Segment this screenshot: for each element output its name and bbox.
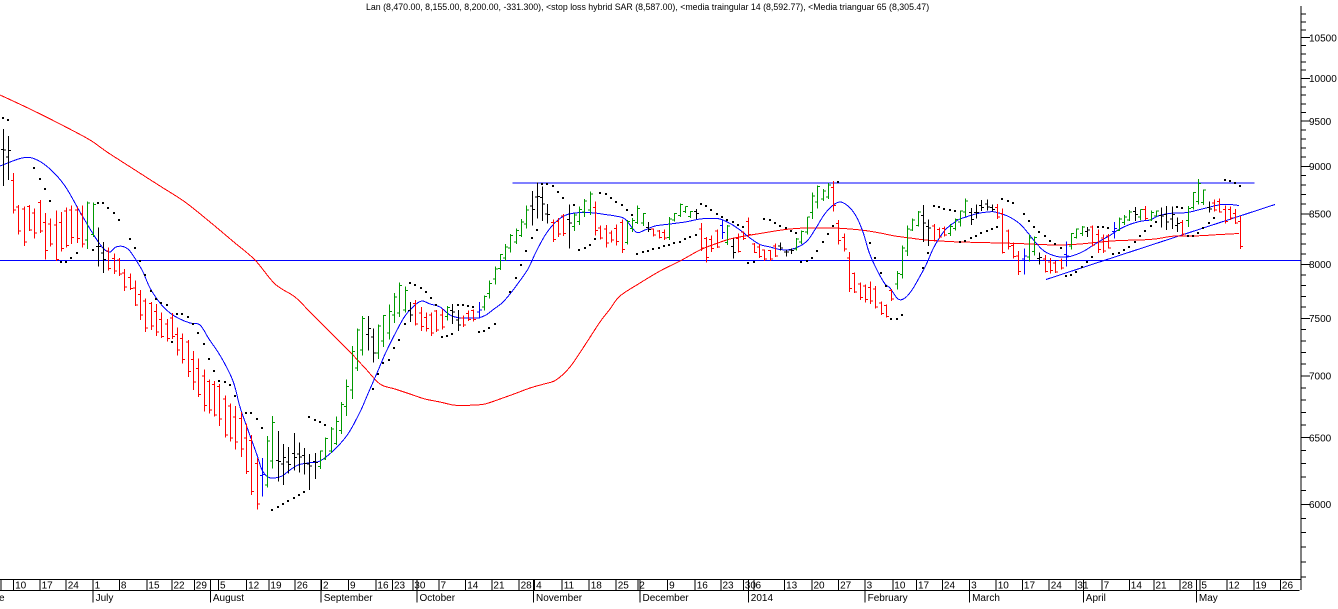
svg-text:7000: 7000: [1309, 372, 1332, 383]
svg-text:3: 3: [971, 581, 977, 592]
svg-text:9: 9: [669, 581, 675, 592]
svg-text:10: 10: [998, 581, 1010, 592]
svg-text:10000: 10000: [1309, 74, 1337, 85]
svg-text:9: 9: [350, 581, 356, 592]
svg-text:14: 14: [1131, 581, 1143, 592]
svg-text:8: 8: [121, 581, 127, 592]
svg-text:28: 28: [1182, 581, 1194, 592]
svg-text:17: 17: [918, 581, 930, 592]
svg-text:31: 31: [1077, 581, 1089, 592]
svg-text:2: 2: [323, 581, 329, 592]
svg-text:16: 16: [697, 581, 709, 592]
svg-text:7: 7: [1104, 581, 1110, 592]
svg-text:29: 29: [196, 581, 208, 592]
svg-text:October: October: [420, 593, 456, 604]
svg-text:22: 22: [174, 581, 186, 592]
svg-text:February: February: [868, 593, 908, 604]
svg-text:17: 17: [42, 581, 54, 592]
svg-text:26: 26: [1282, 581, 1294, 592]
svg-text:9000: 9000: [1309, 162, 1332, 173]
svg-text:3: 3: [867, 581, 873, 592]
svg-text:26: 26: [297, 581, 309, 592]
svg-text:8500: 8500: [1309, 210, 1332, 221]
svg-text:25: 25: [618, 581, 630, 592]
svg-text:8000: 8000: [1309, 260, 1332, 271]
svg-text:21: 21: [1156, 581, 1168, 592]
svg-text:10: 10: [894, 581, 906, 592]
svg-text:March: March: [972, 593, 1000, 604]
svg-text:12: 12: [1229, 581, 1241, 592]
svg-text:May: May: [1199, 593, 1218, 604]
svg-text:12: 12: [248, 581, 260, 592]
svg-text:Lan (8,470.00, 8,155.00, 8,200: Lan (8,470.00, 8,155.00, 8,200.00, -331.…: [366, 2, 929, 12]
svg-text:17: 17: [1024, 581, 1036, 592]
svg-text:December: December: [643, 593, 690, 604]
svg-text:21: 21: [493, 581, 505, 592]
svg-text:14: 14: [467, 581, 479, 592]
svg-text:e: e: [0, 593, 5, 604]
svg-text:6: 6: [756, 581, 762, 592]
svg-text:7: 7: [441, 581, 447, 592]
svg-text:6500: 6500: [1309, 433, 1332, 444]
svg-text:30: 30: [745, 581, 757, 592]
svg-text:10: 10: [15, 581, 27, 592]
svg-text:6000: 6000: [1309, 500, 1332, 511]
svg-text:24: 24: [944, 581, 956, 592]
svg-text:19: 19: [1256, 581, 1268, 592]
svg-text:August: August: [213, 593, 244, 604]
svg-text:5: 5: [220, 581, 226, 592]
svg-text:July: July: [96, 593, 114, 604]
svg-text:15: 15: [148, 581, 160, 592]
svg-text:16: 16: [377, 581, 389, 592]
svg-text:18: 18: [591, 581, 603, 592]
svg-text:7500: 7500: [1309, 314, 1332, 325]
svg-text:November: November: [536, 593, 583, 604]
svg-text:5: 5: [1201, 581, 1207, 592]
svg-text:23: 23: [394, 581, 406, 592]
svg-text:2: 2: [639, 581, 645, 592]
svg-text:9500: 9500: [1309, 117, 1332, 128]
svg-text:2014: 2014: [751, 593, 774, 604]
svg-text:28: 28: [521, 581, 533, 592]
svg-text:24: 24: [68, 581, 80, 592]
svg-text:19: 19: [270, 581, 282, 592]
svg-text:4: 4: [536, 581, 542, 592]
svg-text:13: 13: [786, 581, 798, 592]
svg-text:20: 20: [814, 581, 826, 592]
svg-text:24: 24: [1051, 581, 1063, 592]
svg-text:11: 11: [564, 581, 575, 592]
svg-text:30: 30: [414, 581, 426, 592]
svg-text:April: April: [1086, 593, 1106, 604]
svg-text:1: 1: [95, 581, 101, 592]
svg-text:September: September: [324, 593, 374, 604]
svg-text:27: 27: [840, 581, 852, 592]
svg-text:10500: 10500: [1309, 33, 1337, 44]
svg-text:23: 23: [723, 581, 735, 592]
